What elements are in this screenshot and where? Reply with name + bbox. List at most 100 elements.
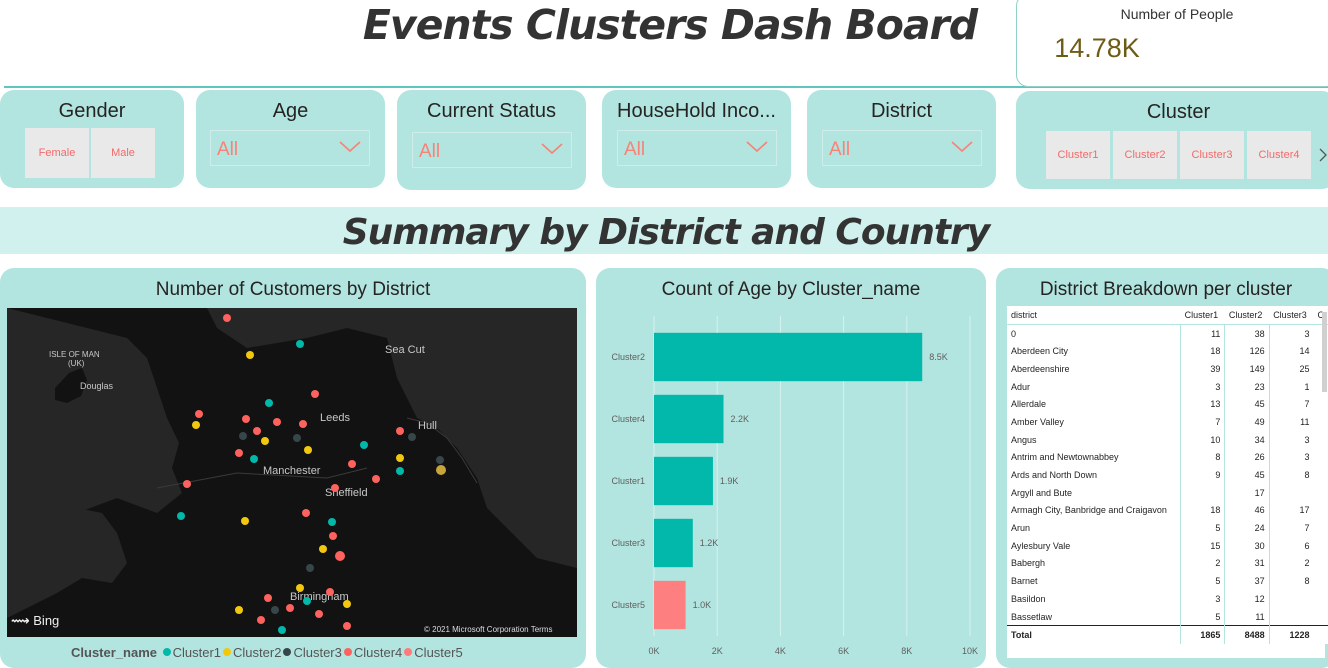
data-label: 1.0K bbox=[693, 600, 712, 610]
table-row[interactable]: Aylesbury Vale 15 30 6 bbox=[1007, 536, 1328, 555]
map-legend: Cluster_name Cluster1 Cluster2 Cluster3 Clu… bbox=[71, 645, 463, 660]
bar-cluster4 bbox=[654, 394, 724, 444]
customer-map[interactable]: ISLE OF MAN (UK) Douglas Sea Cut Leeds H… bbox=[7, 308, 577, 637]
cluster-option-2[interactable]: Cluster2 bbox=[1113, 131, 1177, 179]
table-row[interactable]: Ards and North Down 9 45 8 bbox=[1007, 466, 1328, 484]
map-terms-link[interactable]: Terms bbox=[530, 625, 553, 634]
kpi-card: Number of People 14.78K bbox=[1016, 0, 1328, 87]
bar-cluster3 bbox=[654, 518, 693, 568]
map-copyright: © 2021 Microsoft Corporation Terms bbox=[424, 625, 553, 634]
table-row[interactable]: Antrim and Newtownabbey 8 26 3 bbox=[1007, 448, 1328, 467]
x-tick-label: 4K bbox=[775, 646, 786, 656]
table-cell-cluster1: 5 bbox=[1180, 572, 1225, 590]
gender-option-male[interactable]: Male bbox=[91, 128, 155, 178]
map-label-isle-of-man: ISLE OF MAN bbox=[49, 350, 100, 359]
chevron-down-icon bbox=[339, 141, 361, 153]
table-cell-cluster1: 3 bbox=[1180, 590, 1225, 608]
column-header-cluster1[interactable]: Cluster1 bbox=[1184, 309, 1219, 320]
table-scrollbar[interactable] bbox=[1322, 312, 1327, 392]
cluster-option-1[interactable]: Cluster1 bbox=[1046, 131, 1110, 179]
table-cell-cluster3: 6 bbox=[1268, 536, 1314, 555]
table-cell-cluster1: 9 bbox=[1180, 466, 1225, 484]
legend-dot-icon bbox=[343, 648, 352, 656]
current-status-dropdown[interactable]: All bbox=[412, 132, 572, 168]
table-cell-cluster1: 11 bbox=[1180, 324, 1225, 343]
total-label: Total bbox=[1011, 630, 1032, 641]
cluster-slicer: Cluster Cluster1 Cluster2 Cluster3 Clust… bbox=[1016, 91, 1328, 189]
column-header-cluster2[interactable]: Cluster2 bbox=[1228, 309, 1263, 320]
table-cell-district: Barnet bbox=[1011, 576, 1038, 587]
table-cell-cluster2: 149 bbox=[1224, 360, 1270, 378]
data-label: 1.2K bbox=[700, 538, 719, 548]
district-slicer-title: District bbox=[870, 100, 933, 122]
bar-cluster1 bbox=[654, 456, 713, 506]
table-cell-cluster1 bbox=[1180, 483, 1225, 502]
data-label: 8.5K bbox=[929, 352, 948, 362]
table-cell-cluster2: 37 bbox=[1224, 572, 1270, 590]
table-cell-cluster1: 8 bbox=[1180, 448, 1225, 467]
table-row[interactable]: Armagh City, Banbridge and Craigavon 18 46… bbox=[1007, 501, 1328, 520]
x-tick-label: 8K bbox=[901, 646, 912, 656]
table-row[interactable]: Barnet 5 37 8 bbox=[1007, 572, 1328, 590]
table-total-row: Total 1865 8488 1228 bbox=[1007, 625, 1328, 645]
table-cell-clipped bbox=[1313, 395, 1328, 413]
gender-option-female[interactable]: Female bbox=[25, 128, 89, 178]
category-label: Cluster1 bbox=[611, 476, 645, 486]
legend-item-4[interactable]: Cluster4 bbox=[343, 645, 402, 660]
table-row[interactable]: Aberdeen City 18 126 14 bbox=[1007, 342, 1328, 361]
table-cell-cluster1: 13 bbox=[1180, 395, 1225, 414]
table-cell-cluster3 bbox=[1268, 483, 1314, 502]
column-header-clipped[interactable]: C bbox=[1317, 309, 1324, 320]
age-slicer-title: Age bbox=[272, 100, 309, 122]
table-row[interactable]: Aberdeenshire 39 149 25 bbox=[1007, 360, 1328, 378]
bar-cluster2 bbox=[654, 332, 923, 382]
table-row[interactable]: 0 11 38 3 bbox=[1007, 324, 1328, 343]
map-label-sea-cut: Sea Cut bbox=[385, 344, 425, 356]
table-row[interactable]: Amber Valley 7 49 11 bbox=[1007, 413, 1328, 431]
cluster-option-3[interactable]: Cluster3 bbox=[1180, 131, 1244, 179]
legend-item-1[interactable]: Cluster1 bbox=[162, 645, 221, 660]
district-dropdown[interactable]: All bbox=[822, 130, 982, 166]
table-row[interactable]: Basildon 3 12 bbox=[1007, 590, 1328, 608]
category-label: Cluster2 bbox=[611, 352, 645, 362]
table-cell-clipped bbox=[1313, 431, 1328, 449]
table-cell-clipped bbox=[1313, 608, 1328, 626]
table-row[interactable]: Argyll and Bute 17 bbox=[1007, 483, 1328, 502]
table-cell-clipped bbox=[1313, 537, 1328, 555]
table-row[interactable]: Arun 5 24 7 bbox=[1007, 519, 1328, 537]
kpi-value: 14.78K bbox=[1054, 33, 1140, 63]
table-cell-clipped bbox=[1313, 555, 1328, 573]
table-cell-cluster3: 17 bbox=[1268, 501, 1314, 520]
district-slicer: District All bbox=[807, 90, 996, 188]
table-cell-cluster2: 11 bbox=[1224, 607, 1270, 626]
column-header-district[interactable]: district bbox=[1011, 309, 1038, 320]
chevron-right-icon[interactable] bbox=[1319, 148, 1327, 162]
table-cell-cluster3 bbox=[1268, 607, 1314, 626]
table-cell-cluster1: 5 bbox=[1180, 607, 1225, 626]
legend-item-2[interactable]: Cluster2 bbox=[223, 645, 281, 660]
table-cell-district: Antrim and Newtownabbey bbox=[1011, 452, 1119, 463]
cluster-option-4[interactable]: Cluster4 bbox=[1247, 131, 1311, 179]
table-cell-district: 0 bbox=[1011, 328, 1017, 339]
table-cell-cluster1: 10 bbox=[1180, 430, 1225, 449]
table-cell-district: Adur bbox=[1011, 381, 1031, 392]
legend-item-3[interactable]: Cluster3 bbox=[283, 645, 342, 660]
table-cell-cluster2: 45 bbox=[1224, 395, 1270, 414]
gender-slicer-title: Gender bbox=[58, 100, 126, 122]
x-tick-label: 2K bbox=[712, 646, 723, 656]
table-cell-district: Allerdale bbox=[1011, 399, 1047, 410]
table-row[interactable]: Angus 10 34 3 bbox=[1007, 430, 1328, 449]
chevron-down-icon bbox=[951, 141, 973, 153]
table-cell-cluster2: 45 bbox=[1224, 466, 1270, 484]
table-row[interactable]: Adur 3 23 1 bbox=[1007, 377, 1328, 396]
column-header-cluster3[interactable]: Cluster3 bbox=[1273, 309, 1307, 320]
table-row[interactable]: Bassetlaw 5 11 bbox=[1007, 607, 1328, 626]
age-dropdown[interactable]: All bbox=[210, 130, 370, 166]
household-income-dropdown[interactable]: All bbox=[617, 130, 777, 166]
data-label: 2.2K bbox=[731, 414, 750, 424]
table-cell-district: Basildon bbox=[1011, 593, 1046, 604]
legend-item-5[interactable]: Cluster5 bbox=[404, 645, 463, 660]
table-row[interactable]: Babergh 2 31 2 bbox=[1007, 554, 1328, 573]
table-row[interactable]: Allerdale 13 45 7 bbox=[1007, 395, 1328, 414]
table-cell-district: Amber Valley bbox=[1011, 416, 1064, 427]
